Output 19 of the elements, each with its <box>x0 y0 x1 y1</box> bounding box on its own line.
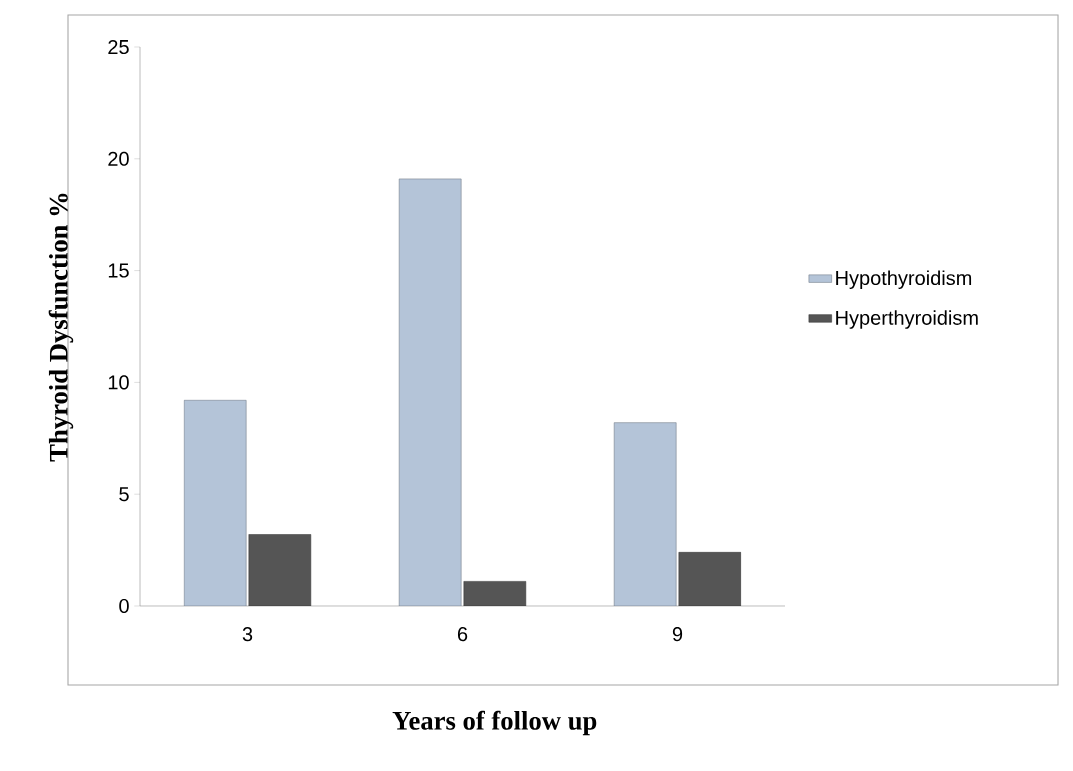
bar <box>183 400 247 606</box>
x-tick-label: 6 <box>457 627 468 642</box>
x-tick-label: 9 <box>672 627 683 642</box>
y-tick-label: 5 <box>119 487 129 502</box>
bar <box>248 534 312 606</box>
bar <box>613 422 677 606</box>
bar <box>463 581 527 606</box>
legend-label: Hyperthyroidism <box>836 310 978 329</box>
x-axis-title: Years of follow up <box>392 710 597 736</box>
y-axis-title: Thyroid Dysfunction % <box>48 193 74 462</box>
y-tick-label: 25 <box>108 39 129 55</box>
legend-label: Hypothyroidism <box>836 270 972 290</box>
y-tick-label: 15 <box>108 263 129 278</box>
y-tick-label: 20 <box>108 151 129 166</box>
bar <box>398 178 462 606</box>
y-tick-label: 10 <box>108 375 129 390</box>
bar <box>678 552 742 606</box>
x-tick-label: 3 <box>242 627 253 642</box>
y-tick-label: 0 <box>119 598 129 614</box>
